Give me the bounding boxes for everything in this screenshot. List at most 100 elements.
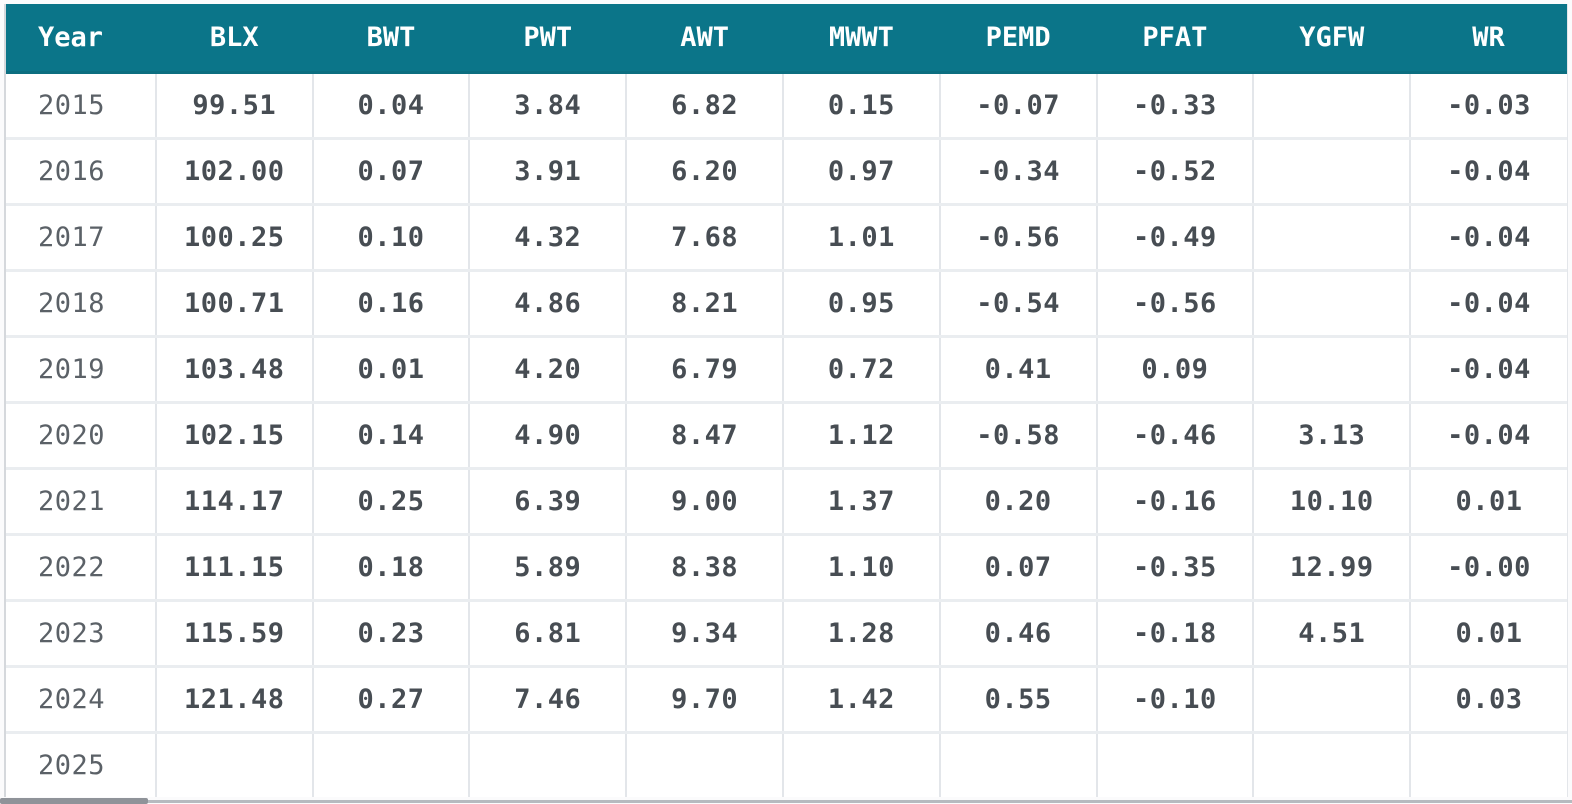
table-row: 2025 bbox=[6, 732, 1567, 797]
cell-awt bbox=[626, 732, 784, 797]
cell-year: 2015 bbox=[6, 72, 157, 140]
cell-ygfw bbox=[1253, 336, 1412, 404]
table-row: 2016 102.00 0.07 3.91 6.20 0.97 -0.34 -0.52 -0.0… bbox=[6, 138, 1567, 206]
cell-bwt: 0.16 bbox=[312, 270, 471, 338]
cell-ygfw bbox=[1253, 138, 1412, 206]
column-header-awt: AWT bbox=[626, 4, 783, 74]
cell-wr: 0.01 bbox=[1410, 600, 1567, 668]
cell-ygfw bbox=[1253, 72, 1412, 140]
table-row: 2024 121.48 0.27 7.46 9.70 1.42 0.55 -0.10 0.03 bbox=[6, 666, 1567, 734]
cell-pwt: 4.90 bbox=[469, 402, 628, 470]
table-row: 2019 103.48 0.01 4.20 6.79 0.72 0.41 0.09 -0.04 bbox=[6, 336, 1567, 404]
column-header-mwwt: MWWT bbox=[782, 4, 940, 74]
column-header-wr: WR bbox=[1410, 4, 1567, 74]
table-header-row: Year BLX BWT PWT AWT MWWT PEMD PFAT YGFW WR bbox=[6, 4, 1567, 74]
cell-pfat: -0.46 bbox=[1096, 402, 1255, 470]
cell-bwt: 0.18 bbox=[312, 534, 471, 602]
cell-pfat: -0.52 bbox=[1096, 138, 1255, 206]
cell-mwwt bbox=[782, 732, 941, 797]
cell-year: 2024 bbox=[6, 666, 157, 734]
cell-blx: 115.59 bbox=[155, 600, 314, 668]
cell-ygfw: 3.13 bbox=[1253, 402, 1412, 470]
cell-mwwt: 0.15 bbox=[782, 72, 941, 140]
cell-year: 2019 bbox=[6, 336, 157, 404]
cell-awt: 8.38 bbox=[626, 534, 784, 602]
cell-awt: 6.79 bbox=[626, 336, 784, 404]
column-header-year: Year bbox=[6, 4, 156, 74]
cell-pwt: 7.46 bbox=[469, 666, 628, 734]
table-row: 2017 100.25 0.10 4.32 7.68 1.01 -0.56 -0.49 -0.0… bbox=[6, 204, 1567, 272]
cell-wr: -0.04 bbox=[1410, 270, 1567, 338]
cell-bwt: 0.27 bbox=[312, 666, 471, 734]
cell-year: 2017 bbox=[6, 204, 157, 272]
cell-awt: 8.21 bbox=[626, 270, 784, 338]
cell-wr: 0.01 bbox=[1410, 468, 1567, 536]
horizontal-scrollbar-thumb[interactable] bbox=[0, 798, 148, 804]
cell-mwwt: 1.37 bbox=[782, 468, 941, 536]
cell-pfat: -0.56 bbox=[1096, 270, 1255, 338]
cell-mwwt: 1.28 bbox=[782, 600, 941, 668]
cell-wr: -0.04 bbox=[1410, 402, 1567, 470]
cell-pwt: 4.86 bbox=[469, 270, 628, 338]
cell-ygfw bbox=[1253, 270, 1412, 338]
cell-bwt: 0.10 bbox=[312, 204, 471, 272]
column-header-blx: BLX bbox=[155, 4, 313, 74]
cell-mwwt: 1.12 bbox=[782, 402, 941, 470]
cell-wr: 0.03 bbox=[1410, 666, 1567, 734]
cell-ygfw bbox=[1253, 666, 1412, 734]
cell-pfat: -0.49 bbox=[1096, 204, 1255, 272]
cell-awt: 6.82 bbox=[626, 72, 784, 140]
cell-awt: 9.00 bbox=[626, 468, 784, 536]
cell-pemd: 0.20 bbox=[939, 468, 1098, 536]
cell-pwt: 4.20 bbox=[469, 336, 628, 404]
table-row: 2021 114.17 0.25 6.39 9.00 1.37 0.20 -0.16 10.10… bbox=[6, 468, 1567, 536]
cell-year: 2018 bbox=[6, 270, 157, 338]
cell-mwwt: 1.10 bbox=[782, 534, 941, 602]
column-header-pwt: PWT bbox=[469, 4, 627, 74]
cell-pemd: 0.46 bbox=[939, 600, 1098, 668]
cell-year: 2022 bbox=[6, 534, 157, 602]
cell-blx: 100.71 bbox=[155, 270, 314, 338]
cell-pemd: -0.54 bbox=[939, 270, 1098, 338]
cell-pwt bbox=[469, 732, 628, 797]
cell-wr: -0.00 bbox=[1410, 534, 1567, 602]
cell-mwwt: 1.42 bbox=[782, 666, 941, 734]
table-row: 2018 100.71 0.16 4.86 8.21 0.95 -0.54 -0.56 -0.0… bbox=[6, 270, 1567, 338]
cell-wr: -0.03 bbox=[1410, 72, 1567, 140]
cell-pemd: -0.56 bbox=[939, 204, 1098, 272]
cell-year: 2016 bbox=[6, 138, 157, 206]
cell-pfat: -0.16 bbox=[1096, 468, 1255, 536]
cell-blx: 121.48 bbox=[155, 666, 314, 734]
cell-awt: 6.20 bbox=[626, 138, 784, 206]
cell-awt: 8.47 bbox=[626, 402, 784, 470]
cell-pemd: -0.07 bbox=[939, 72, 1098, 140]
cell-ygfw: 10.10 bbox=[1253, 468, 1412, 536]
cell-blx: 99.51 bbox=[155, 72, 314, 140]
cell-mwwt: 0.72 bbox=[782, 336, 941, 404]
cell-pfat bbox=[1096, 732, 1255, 797]
cell-awt: 9.70 bbox=[626, 666, 784, 734]
cell-pemd bbox=[939, 732, 1098, 797]
cell-pwt: 6.39 bbox=[469, 468, 628, 536]
cell-pfat: -0.35 bbox=[1096, 534, 1255, 602]
cell-pemd: 0.07 bbox=[939, 534, 1098, 602]
trait-values-table: Year BLX BWT PWT AWT MWWT PEMD PFAT YGFW WR 2015 9… bbox=[6, 4, 1567, 797]
cell-year: 2021 bbox=[6, 468, 157, 536]
cell-pfat: -0.18 bbox=[1096, 600, 1255, 668]
horizontal-scrollbar[interactable] bbox=[0, 797, 1572, 804]
column-header-pfat: PFAT bbox=[1096, 4, 1254, 74]
cell-pwt: 4.32 bbox=[469, 204, 628, 272]
cell-wr: -0.04 bbox=[1410, 138, 1567, 206]
cell-pfat: -0.33 bbox=[1096, 72, 1255, 140]
table-row: 2022 111.15 0.18 5.89 8.38 1.10 0.07 -0.35 12.99… bbox=[6, 534, 1567, 602]
cell-blx bbox=[155, 732, 314, 797]
cell-mwwt: 0.97 bbox=[782, 138, 941, 206]
cell-year: 2025 bbox=[6, 732, 157, 797]
cell-pwt: 3.84 bbox=[469, 72, 628, 140]
table-row: 2020 102.15 0.14 4.90 8.47 1.12 -0.58 -0.46 3.13… bbox=[6, 402, 1567, 470]
cell-blx: 111.15 bbox=[155, 534, 314, 602]
cell-bwt: 0.25 bbox=[312, 468, 471, 536]
horizontal-scrollbar-track[interactable] bbox=[0, 800, 1572, 803]
cell-wr: -0.04 bbox=[1410, 336, 1567, 404]
cell-bwt: 0.07 bbox=[312, 138, 471, 206]
